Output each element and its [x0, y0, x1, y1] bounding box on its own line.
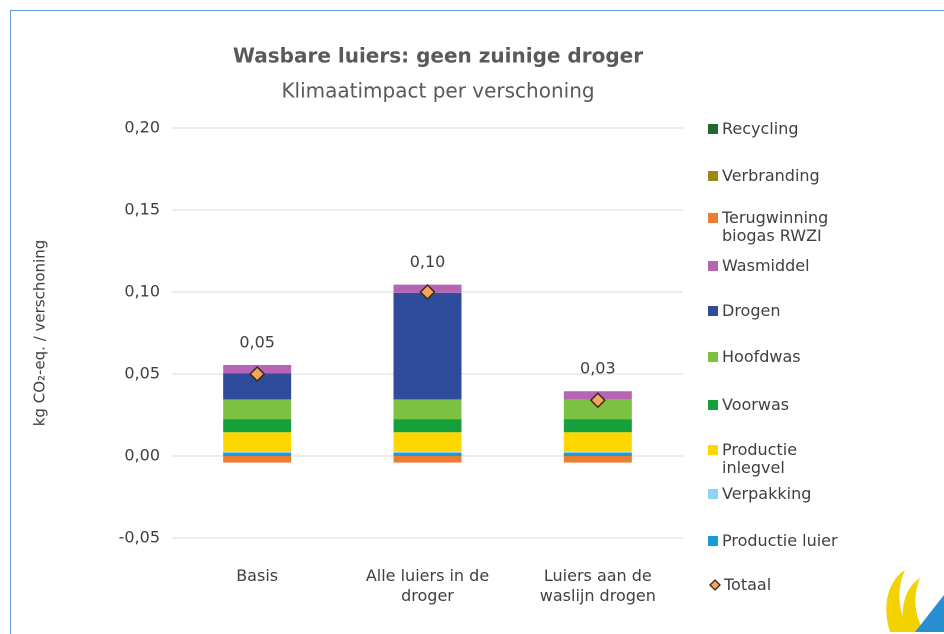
legend-label: Verbranding: [722, 166, 820, 185]
legend-marker: [709, 579, 721, 591]
bar-segment: [563, 432, 632, 452]
total-marker: [419, 283, 436, 301]
legend-item: Recycling: [708, 120, 858, 138]
bar-segment: [563, 399, 632, 420]
legend-item: Productie luier: [708, 532, 858, 550]
total-marker: [249, 365, 266, 383]
bar-segment: [223, 452, 292, 456]
legend-swatch: [708, 400, 718, 410]
legend-item: Voorwas: [708, 396, 858, 414]
legend-label: Verpakking: [722, 484, 812, 503]
legend-label: Voorwas: [722, 395, 790, 414]
y-tick-label: 0,20: [124, 118, 160, 137]
bar-segment: [393, 399, 462, 420]
bar-segment: [393, 432, 462, 452]
bar-segment: [393, 292, 462, 400]
y-tick-label: 0,00: [124, 446, 160, 465]
legend-item: Productie inlegvel: [708, 441, 858, 477]
legend-label: Productie luier: [722, 531, 838, 550]
bar-segment: [223, 399, 292, 420]
legend-swatch: [708, 536, 718, 546]
bar-segment: [223, 456, 292, 463]
y-axis-label: kg CO₂-eq. / verschoning: [31, 240, 49, 427]
legend-label: Productie inlegvel: [722, 440, 798, 477]
y-tick-label: 0,10: [124, 282, 160, 301]
total-marker: [589, 392, 606, 409]
legend-swatch: [709, 579, 721, 591]
legend-swatch: [708, 124, 718, 134]
legend-item: Wasmiddel: [708, 257, 858, 275]
data-label: 0,10: [410, 252, 446, 271]
legend-swatch: [708, 171, 718, 181]
x-tick-label: Basis: [236, 566, 279, 585]
frame: [10, 10, 944, 634]
legend-swatch: [708, 306, 718, 316]
y-tick-label: 0,05: [124, 364, 160, 383]
x-tick-label: Luiers aan de waslijn drogen: [539, 566, 656, 605]
data-label: 0,03: [580, 359, 616, 378]
logo: [886, 570, 944, 632]
legend-swatch: [708, 445, 718, 455]
bar-segment: [223, 451, 292, 453]
legend-label: Drogen: [722, 301, 781, 320]
legend-label: Hoofdwas: [722, 347, 801, 366]
legend-item: Verpakking: [708, 485, 858, 503]
legend-swatch: [708, 213, 718, 223]
bar-segment: [223, 432, 292, 452]
x-tick-label: Alle luiers in de droger: [365, 566, 490, 605]
legend-item: Drogen: [708, 302, 858, 320]
bar-segment: [563, 456, 632, 463]
legend-item: Hoofdwas: [708, 348, 858, 366]
chart-title: Wasbare luiers: geen zuinige droger: [233, 44, 643, 68]
bar-segment: [393, 419, 462, 433]
bar-segment: [223, 419, 292, 433]
legend-swatch: [708, 352, 718, 362]
bar-segment: [563, 451, 632, 453]
bar-segment: [563, 419, 632, 433]
legend-label: Totaal: [724, 575, 772, 594]
bar-segment: [393, 456, 462, 463]
y-tick-label: -0,05: [119, 528, 160, 547]
bar-segment: [563, 452, 632, 456]
legend-item: Totaal: [708, 576, 858, 594]
legend-swatch: [708, 261, 718, 271]
bar-segment: [393, 451, 462, 453]
legend-label: Terugwinning biogas RWZI: [722, 208, 829, 245]
y-tick-label: 0,15: [124, 200, 160, 219]
data-label: 0,05: [239, 332, 275, 351]
legend-label: Wasmiddel: [722, 256, 810, 275]
legend-label: Recycling: [722, 119, 799, 138]
legend-item: Terugwinning biogas RWZI: [708, 209, 858, 245]
chart-subtitle: Klimaatimpact per verschoning: [281, 79, 594, 103]
legend-item: Verbranding: [708, 167, 858, 185]
legend-swatch: [708, 489, 718, 499]
bar-segment: [393, 452, 462, 456]
